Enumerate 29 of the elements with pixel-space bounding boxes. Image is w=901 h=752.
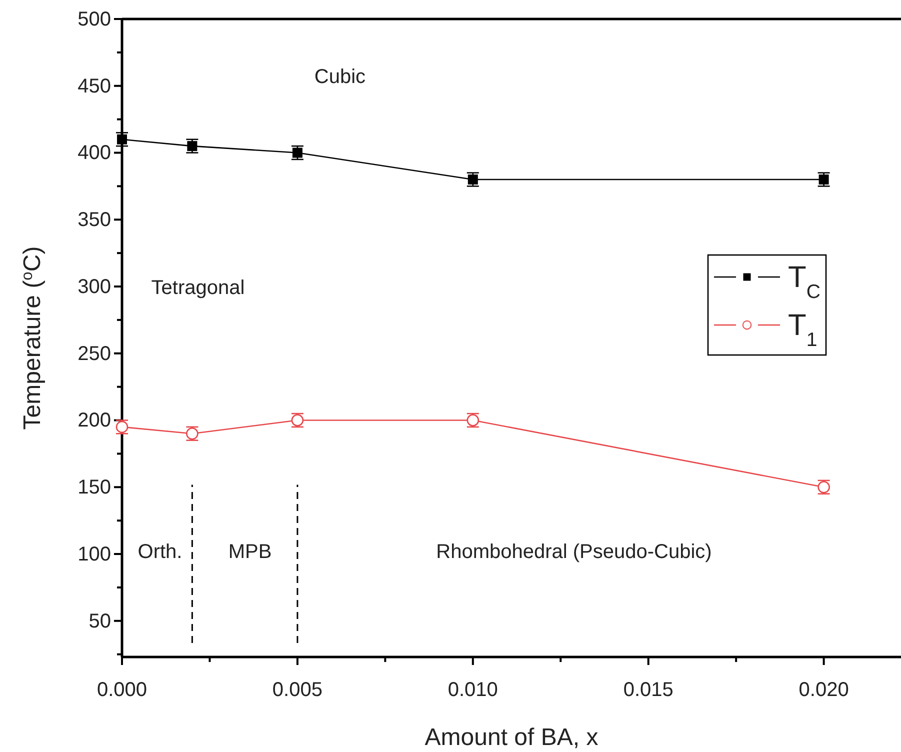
- annotation: Rhombohedral (Pseudo-Cubic): [436, 541, 712, 563]
- point: [468, 174, 478, 185]
- y-tick-label: 450: [78, 75, 111, 98]
- x-tick-label: 0.015: [623, 679, 674, 701]
- annotation: MPB: [228, 541, 272, 563]
- x-axis-title: Amount of BA, x: [424, 724, 598, 751]
- point: [116, 420, 128, 434]
- x-tick-label: 0.000: [96, 679, 148, 701]
- point: [187, 141, 198, 152]
- x-tick-label: 0.005: [272, 679, 322, 701]
- y-tick-label: 200: [78, 410, 111, 432]
- x-tick-label: 0.010: [448, 679, 498, 701]
- point: [292, 148, 302, 158]
- point: [818, 174, 829, 185]
- legend-label: T$_{1}$: [788, 309, 818, 351]
- annotation: Tetragonal: [151, 277, 245, 299]
- point: [117, 134, 127, 144]
- y-tick-label: 100: [78, 543, 111, 566]
- x-tick-label: 0.020: [798, 679, 849, 701]
- annotation: Cubic: [314, 66, 366, 88]
- y-tick-label: 350: [78, 209, 111, 232]
- y-tick-label: 300: [78, 276, 111, 298]
- y-tick-label: 500: [78, 8, 111, 30]
- y-tick-label: 150: [78, 476, 111, 499]
- y-tick-label: 400: [78, 142, 111, 164]
- y-tick-label: 50: [88, 610, 111, 632]
- y-tick-label: 250: [78, 342, 111, 365]
- legend-label: T$_{C}$: [788, 261, 820, 303]
- annotation: Orth.: [138, 541, 182, 563]
